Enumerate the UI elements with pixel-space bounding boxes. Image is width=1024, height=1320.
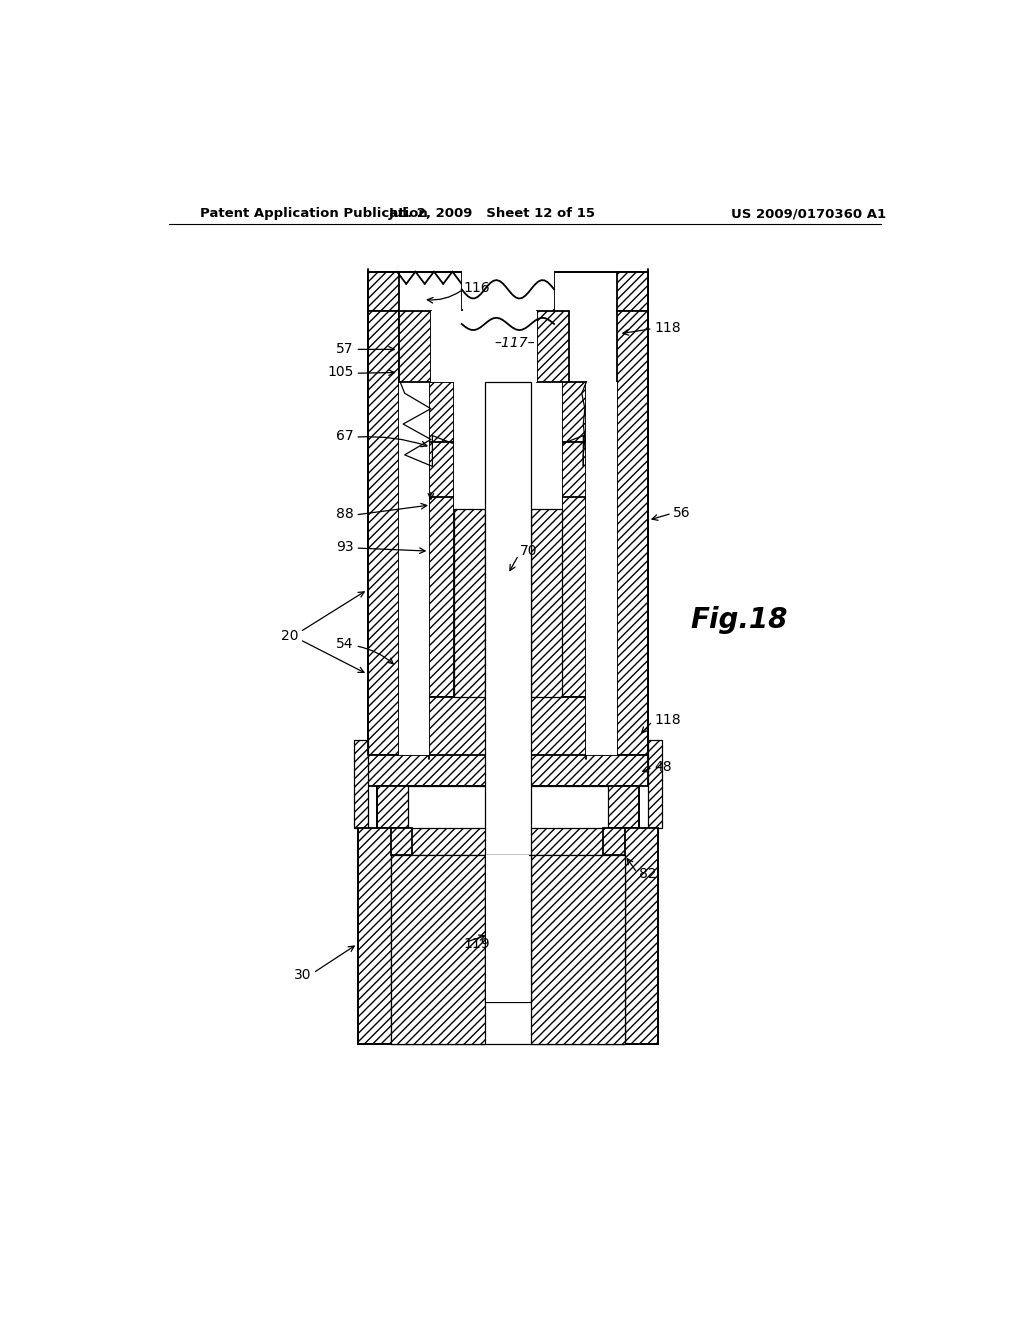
Polygon shape: [391, 855, 625, 1044]
Polygon shape: [429, 697, 587, 759]
Polygon shape: [562, 381, 587, 697]
Polygon shape: [408, 785, 608, 829]
Text: 30: 30: [294, 968, 311, 982]
Text: 105: 105: [328, 366, 354, 379]
Polygon shape: [648, 739, 662, 829]
Text: –117–: –117–: [494, 337, 535, 350]
Polygon shape: [431, 312, 538, 381]
Text: 56: 56: [674, 506, 691, 520]
Text: 116: 116: [463, 281, 489, 294]
Polygon shape: [377, 785, 639, 829]
Text: 57: 57: [336, 342, 354, 356]
Polygon shape: [368, 755, 648, 785]
Polygon shape: [531, 855, 625, 1044]
Polygon shape: [462, 267, 554, 309]
Text: 118: 118: [654, 321, 681, 335]
Polygon shape: [531, 508, 562, 697]
Text: Patent Application Publication: Patent Application Publication: [200, 207, 428, 220]
Polygon shape: [398, 312, 431, 381]
Text: 67: 67: [336, 429, 354, 442]
Polygon shape: [454, 508, 484, 697]
Polygon shape: [354, 739, 368, 829]
Polygon shape: [398, 381, 429, 755]
Text: 119: 119: [463, 937, 489, 950]
Polygon shape: [587, 381, 617, 755]
Text: 88: 88: [336, 507, 354, 521]
Polygon shape: [617, 272, 648, 312]
Polygon shape: [454, 381, 562, 508]
Text: 93: 93: [336, 540, 354, 554]
Text: 48: 48: [654, 760, 672, 774]
Polygon shape: [484, 381, 531, 855]
Polygon shape: [368, 312, 398, 755]
Polygon shape: [391, 855, 484, 1044]
Polygon shape: [357, 829, 658, 1044]
Polygon shape: [486, 855, 529, 1002]
Polygon shape: [484, 855, 531, 1002]
Polygon shape: [617, 312, 648, 755]
Text: 20: 20: [281, 628, 298, 643]
Polygon shape: [603, 829, 625, 855]
Polygon shape: [429, 381, 454, 697]
Polygon shape: [368, 272, 398, 312]
Text: 118: 118: [654, 714, 681, 727]
Text: 54: 54: [336, 636, 354, 651]
Text: Fig.18: Fig.18: [690, 606, 787, 635]
Text: US 2009/0170360 A1: US 2009/0170360 A1: [730, 207, 886, 220]
Text: 82: 82: [639, 867, 656, 882]
Polygon shape: [538, 312, 569, 381]
Text: Jul. 2, 2009   Sheet 12 of 15: Jul. 2, 2009 Sheet 12 of 15: [389, 207, 596, 220]
Polygon shape: [391, 829, 413, 855]
Text: 70: 70: [519, 544, 537, 558]
